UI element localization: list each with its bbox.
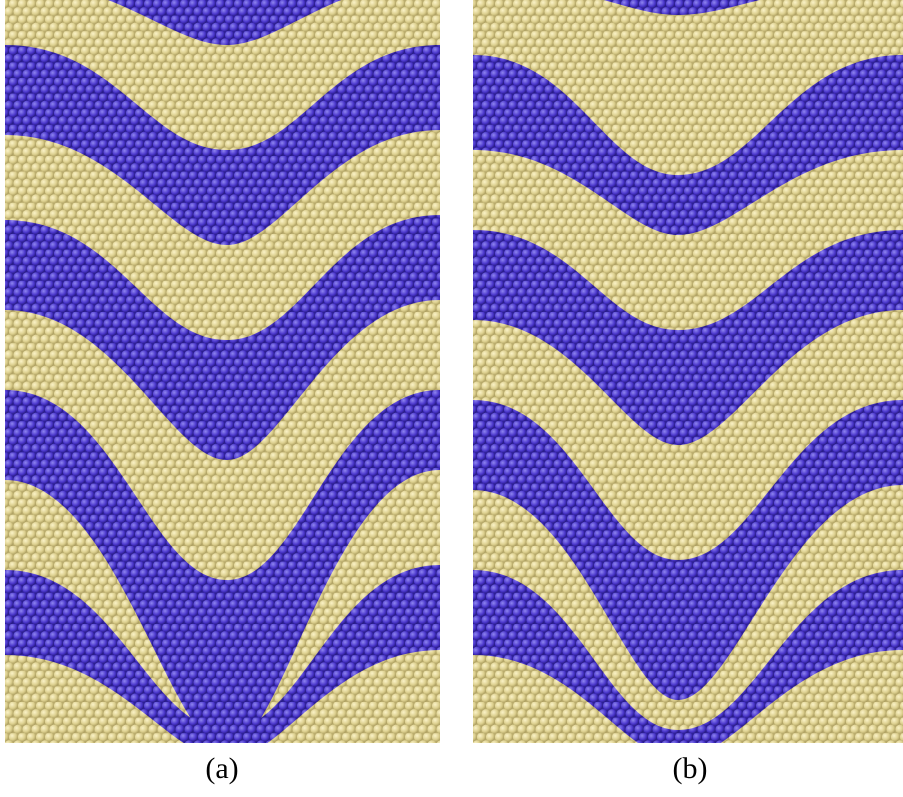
blue-layer	[473, 230, 903, 445]
blue-layer	[107, 0, 342, 45]
blue-layer	[5, 45, 440, 245]
blue-layer	[5, 565, 440, 743]
blue-layer	[603, 0, 760, 15]
panel-a	[5, 0, 440, 743]
blue-layer	[5, 390, 440, 743]
blue-layer	[473, 55, 903, 235]
blue-layer	[473, 570, 903, 743]
blue-layer	[473, 400, 903, 700]
blue-layer	[5, 215, 440, 460]
caption: (b)	[673, 752, 708, 785]
panel-b	[473, 0, 903, 743]
caption: (a)	[205, 752, 238, 785]
